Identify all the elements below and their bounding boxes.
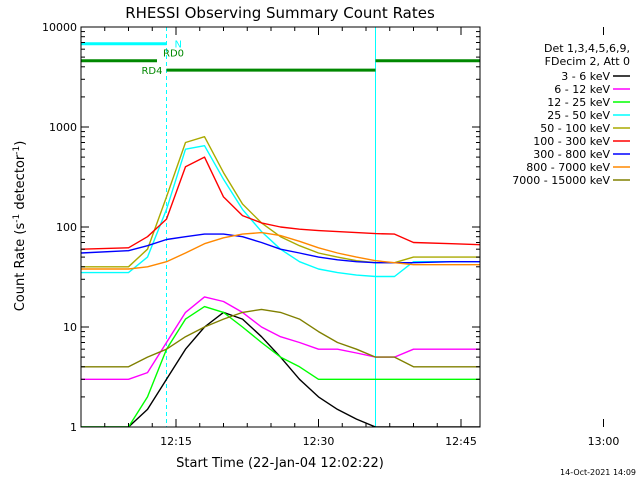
legend: Det 1,3,4,5,6,9, FDecim 2, Att 0 3 - 6 k… [512,42,630,187]
y-axis: 1 10 100 1000 10000 [42,21,480,434]
legend-label-1: 3 - 6 keV [561,70,610,83]
legend-label-6: 100 - 300 keV [533,135,610,148]
series-line-4 [81,144,480,278]
y-tick-label: 10 [63,321,77,334]
x-tick-label: 13:00 [588,435,620,448]
series-line-8 [81,231,480,270]
legend-label-7: 300 - 800 keV [533,148,610,161]
generation-timestamp: 14-Oct-2021 14:09 [560,468,636,477]
y-axis-label: Count Rate (s-1 detector-1) [12,141,28,312]
mode-label: RD0 [163,49,184,60]
legend-label-9: 7000 - 15000 keV [512,174,610,187]
y-axis-label-end: ) [13,141,28,146]
series-line-6 [81,156,480,250]
y-tick-label: 100 [56,221,77,234]
series-line-7 [81,233,480,264]
y-tick-label: 10000 [42,21,77,34]
series-line-5 [81,135,480,268]
legend-label-2: 6 - 12 keV [554,83,610,96]
y-axis-label-sup2: -1 [12,146,22,155]
x-axis-label: Start Time (22-Jan-04 12:02:22) [176,456,384,471]
legend-header-line-1: Det 1,3,4,5,6,9, [544,42,630,55]
y-tick-label: 1000 [49,121,77,134]
legend-label-3: 12 - 25 keV [547,96,610,109]
series-line-1 [81,311,480,427]
legend-label-4: 25 - 50 keV [547,109,610,122]
x-tick-label: 12:30 [303,435,335,448]
y-axis-label-main: Count Rate (s [13,223,28,312]
x-tick-label: 12:45 [445,435,477,448]
legend-label-5: 50 - 100 keV [540,122,610,135]
mode-label: N [175,40,182,51]
mode-label: RD4 [141,66,162,77]
plot-area [81,27,376,427]
legend-header-line-2: FDecim 2, Att 0 [545,55,630,68]
series-lines [81,135,480,427]
y-axis-label-sup1: -1 [12,214,22,223]
y-tick-label: 1 [70,421,77,434]
x-tick-label: 12:15 [160,435,192,448]
series-line-9 [81,308,480,368]
series-line-2 [81,296,480,380]
y-axis-label-mid: detector [13,154,28,214]
legend-label-8: 800 - 7000 keV [526,161,610,174]
chart-title: RHESSI Observing Summary Count Rates [125,4,435,22]
